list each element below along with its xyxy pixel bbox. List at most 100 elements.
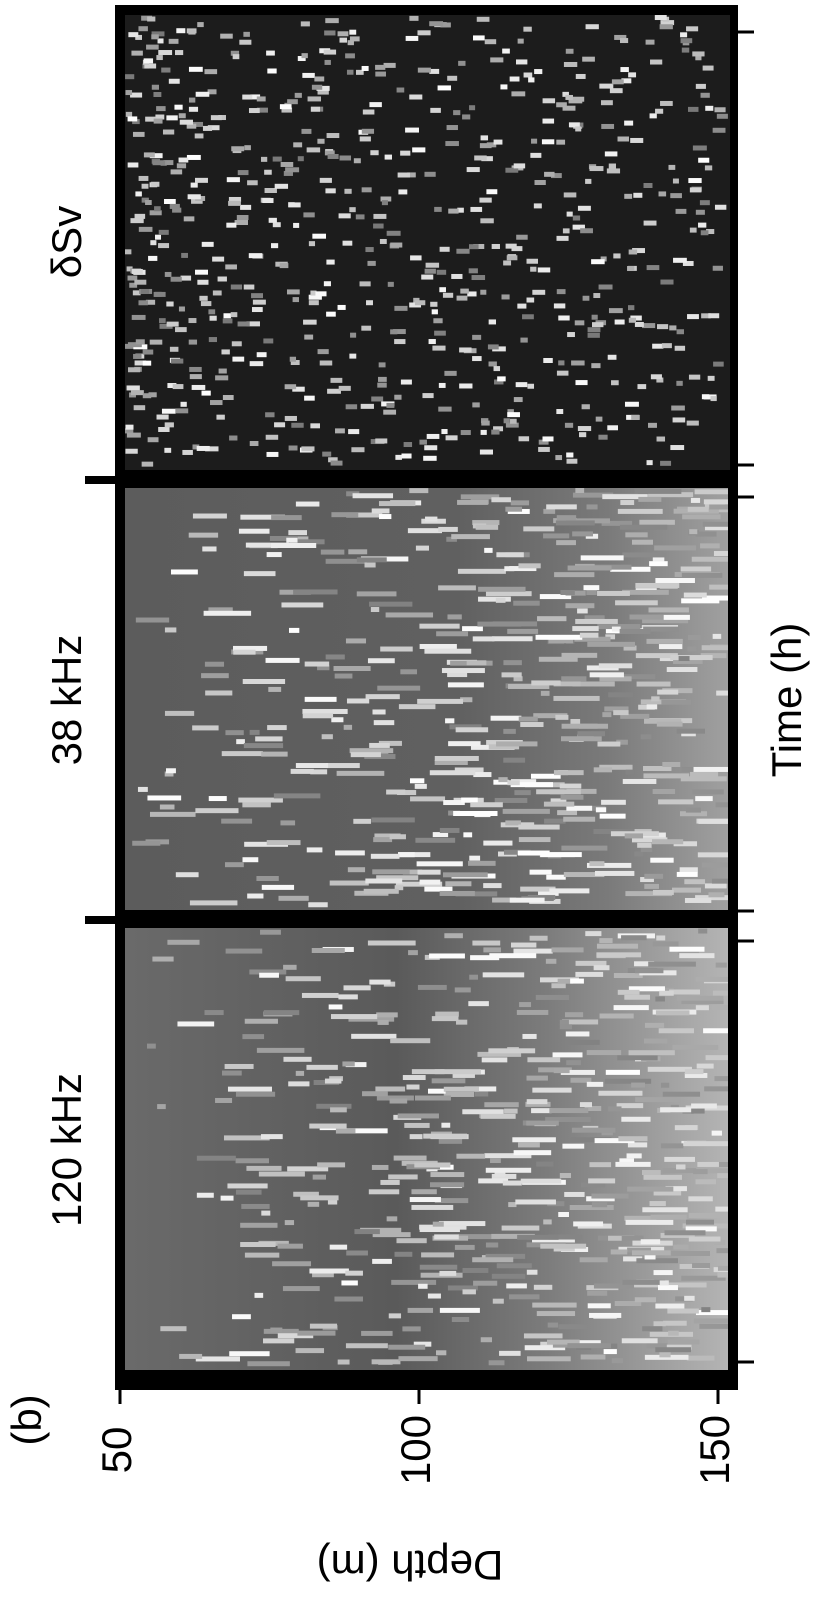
echo-cell	[696, 1063, 714, 1069]
echo-cell	[637, 842, 652, 848]
echo-cell	[655, 108, 664, 114]
echo-cell	[366, 300, 373, 306]
echo-cell	[627, 1186, 674, 1192]
echo-cell	[619, 524, 668, 530]
echo-cell	[518, 716, 538, 722]
echo-cell	[616, 1103, 644, 1109]
echo-cell	[175, 50, 184, 56]
echo-cell	[617, 1055, 658, 1061]
echo-cell	[126, 432, 141, 438]
echo-cell	[425, 516, 438, 522]
echo-cell	[491, 636, 533, 642]
echo-cell	[312, 233, 327, 239]
echo-cell	[655, 996, 665, 1002]
echo-cell	[170, 276, 182, 282]
echo-cell	[572, 681, 615, 687]
echo-cell	[704, 525, 728, 531]
echo-cell	[599, 764, 633, 770]
echo-cell	[374, 833, 401, 839]
echo-cell	[485, 591, 532, 597]
echo-cell	[327, 388, 341, 394]
echo-cell	[346, 69, 354, 75]
echo-cell	[575, 971, 604, 977]
echo-cell	[693, 766, 728, 772]
echo-cell	[666, 667, 698, 673]
echo-cell	[262, 198, 274, 204]
echo-cell	[180, 401, 187, 407]
echo-cell	[640, 846, 653, 852]
echo-cell	[169, 203, 180, 209]
echo-cell	[131, 268, 143, 274]
echo-cell	[599, 1013, 634, 1019]
echo-cell	[458, 1234, 500, 1240]
echo-cell	[634, 851, 644, 857]
echo-cell	[370, 853, 400, 859]
echo-cell	[460, 288, 469, 294]
echo-cell	[345, 404, 358, 410]
echo-cell	[148, 392, 157, 398]
echo-cell	[295, 1070, 305, 1076]
echo-cell	[256, 96, 266, 102]
echo-cell	[627, 305, 635, 311]
echo-cell	[563, 872, 605, 878]
echo-cell	[133, 405, 146, 411]
echo-cell	[534, 180, 546, 186]
echo-cell	[156, 414, 169, 420]
echo-cell	[189, 900, 238, 906]
echo-cell	[462, 1109, 504, 1115]
echo-cell	[175, 872, 199, 878]
echo-cell	[437, 85, 452, 91]
echo-cell	[709, 584, 728, 590]
echo-cell	[191, 198, 203, 204]
echo-cell	[599, 676, 632, 682]
echo-cell	[684, 879, 706, 885]
echo-cell	[398, 189, 408, 195]
echo-cell	[439, 246, 450, 252]
echo-cell	[542, 118, 555, 124]
echo-cell	[587, 1303, 611, 1309]
echo-cell	[617, 508, 663, 514]
echo-cell	[417, 698, 464, 704]
echo-cell	[585, 24, 599, 30]
echo-cell	[613, 1005, 649, 1011]
echo-cell	[326, 133, 340, 139]
echo-cell	[717, 1272, 728, 1278]
echo-cell	[699, 200, 710, 206]
echo-cell	[472, 402, 480, 408]
echo-cell	[599, 938, 613, 944]
echo-cell	[589, 861, 605, 867]
echo-cell	[647, 1066, 692, 1072]
echo-cell	[569, 1205, 614, 1211]
echo-cell	[153, 91, 162, 97]
echo-cell	[513, 948, 553, 954]
echo-cell	[651, 839, 684, 845]
echo-cell	[508, 683, 550, 689]
echo-cell	[343, 724, 353, 730]
echo-cell	[431, 1078, 466, 1084]
echo-cell	[317, 138, 325, 144]
echo-cell	[201, 390, 211, 396]
echo-cell	[676, 728, 706, 734]
echo-cell	[460, 494, 500, 500]
echo-cell	[638, 496, 662, 502]
echo-cell	[506, 255, 518, 261]
echo-cell	[564, 422, 574, 428]
echo-cell	[379, 238, 387, 244]
echo-cell	[377, 685, 421, 691]
echo-cell	[480, 135, 489, 141]
echo-cell	[412, 147, 426, 153]
echo-cell	[624, 994, 651, 1000]
echo-cell	[547, 1322, 559, 1328]
echo-cell	[663, 1320, 687, 1326]
echo-cell	[131, 314, 146, 320]
echo-cell	[584, 1105, 602, 1111]
echo-cell	[423, 1133, 468, 1139]
echo-cell	[278, 895, 309, 901]
echo-cell	[349, 29, 357, 35]
echo-cell	[591, 363, 601, 369]
echo-cell	[149, 811, 196, 817]
echo-cell	[389, 834, 406, 840]
echo-cell	[699, 1323, 728, 1329]
echo-cell	[434, 1069, 481, 1075]
echo-cell	[651, 696, 660, 702]
